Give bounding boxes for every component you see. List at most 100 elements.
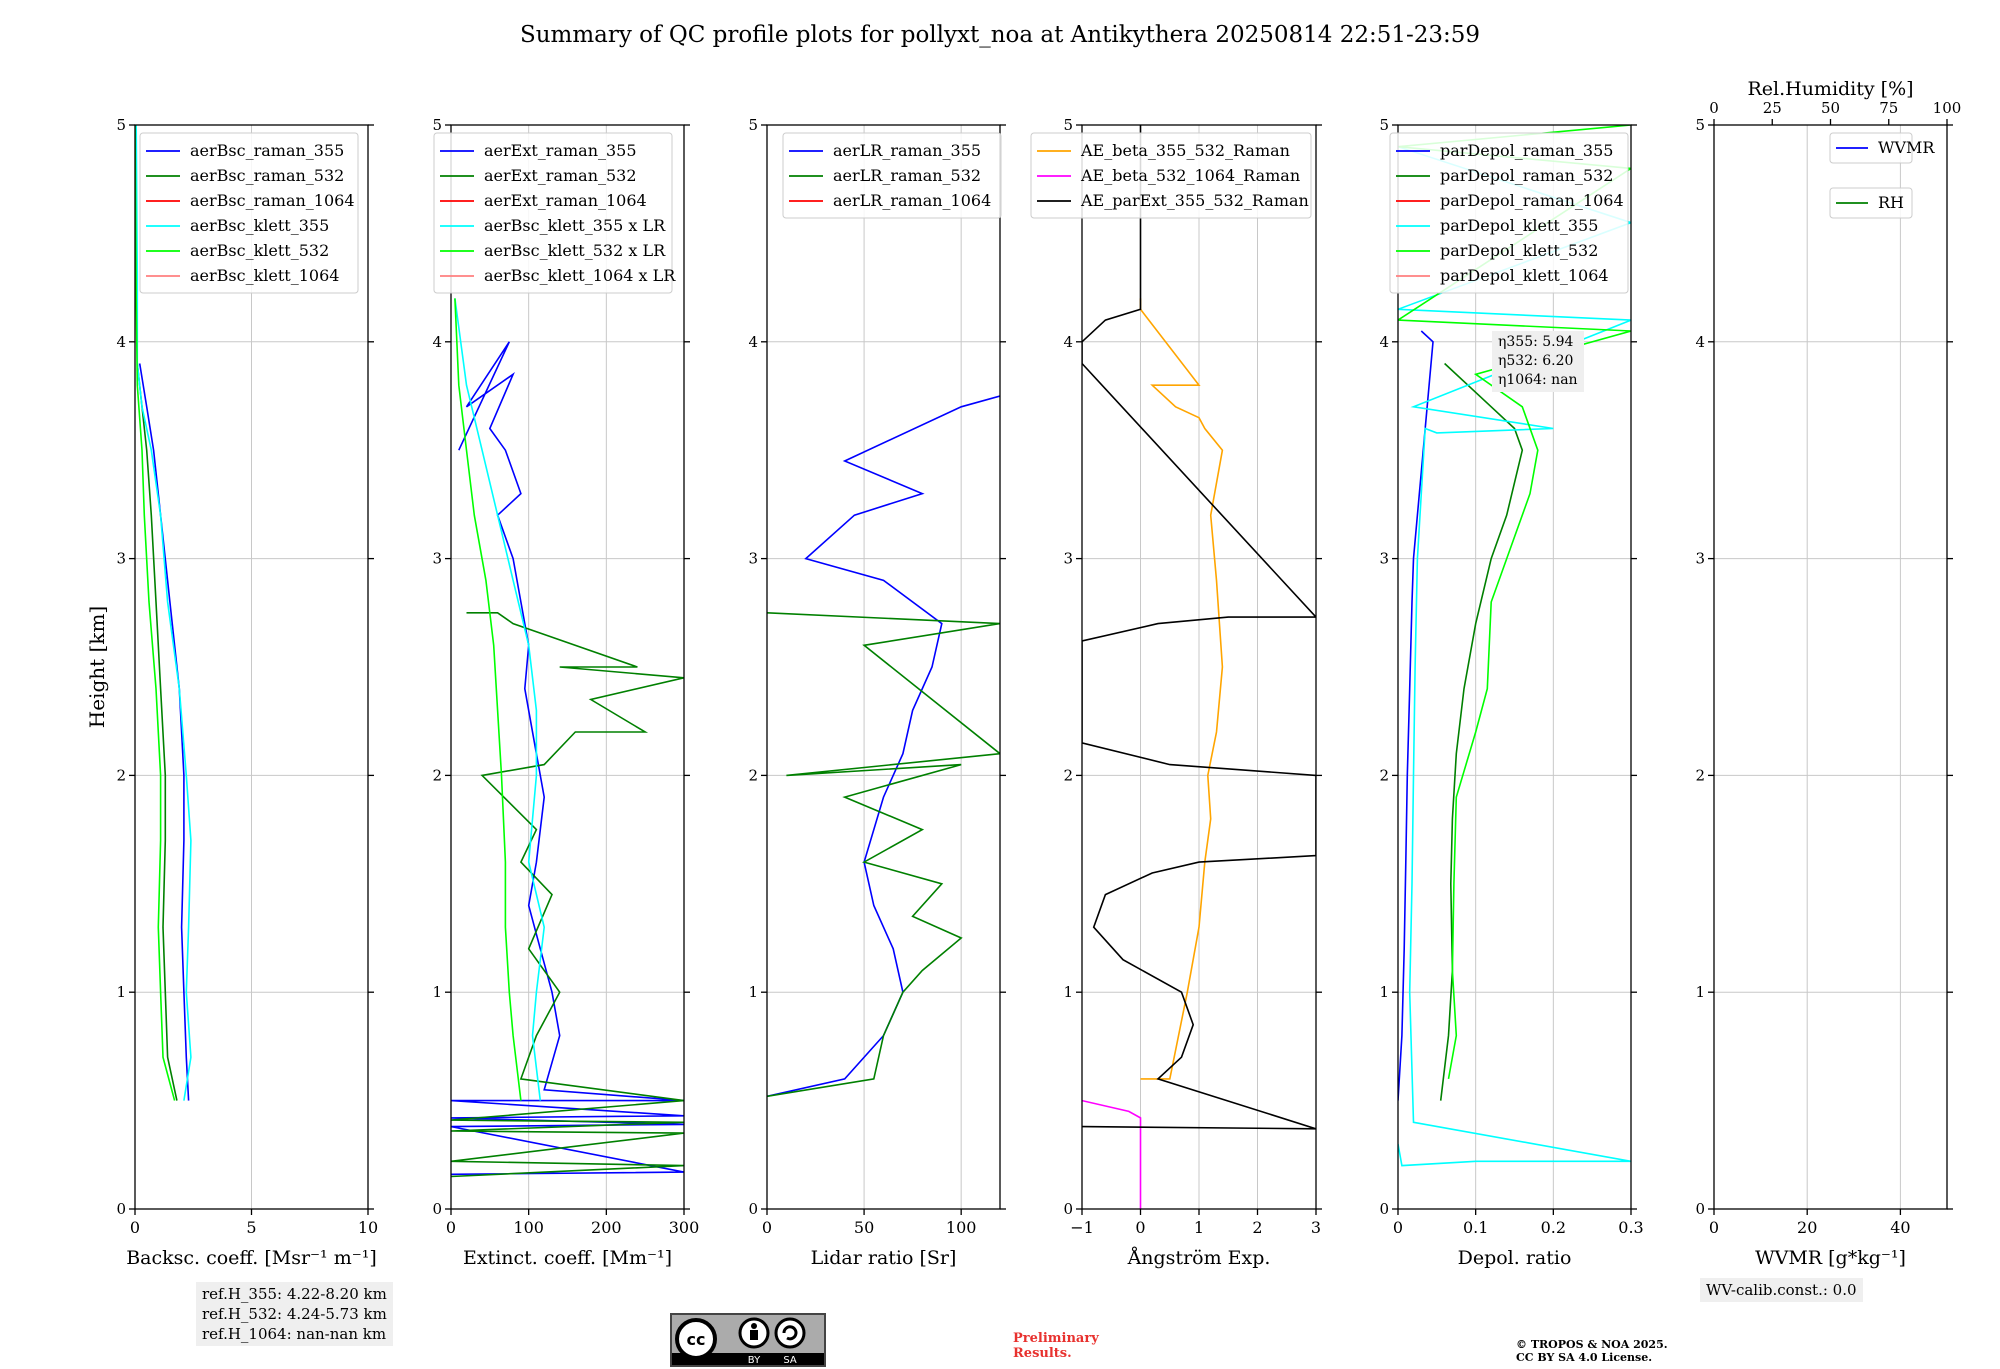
wv-calibration-box: WV-calib.const.: 0.0 bbox=[1700, 1278, 1863, 1302]
legend-box bbox=[433, 132, 673, 294]
y-tick-label: 2 bbox=[432, 766, 442, 784]
cc-icon: cc BY SA bbox=[672, 1315, 824, 1366]
y-tick-label: 2 bbox=[748, 766, 758, 784]
legend-label: AE_beta_532_1064_Raman bbox=[1080, 166, 1300, 185]
axes-frame bbox=[766, 124, 1001, 1210]
y-tick-label: 4 bbox=[116, 333, 126, 351]
series-line-parDepol_klett_532 bbox=[1398, 125, 1631, 1080]
top-x-tick-label: 0 bbox=[1709, 99, 1719, 117]
x-tick-label: 50 bbox=[854, 1218, 874, 1237]
y-tick-label: 0 bbox=[1695, 1200, 1705, 1218]
x-tick-label: 20 bbox=[1797, 1218, 1817, 1237]
x-axis-label: Lidar ratio [Sr] bbox=[811, 1247, 957, 1269]
eta-532: η532: 6.20 bbox=[1498, 353, 1574, 369]
refh-355: ref.H_355: 4.22-8.20 km bbox=[202, 1285, 387, 1303]
y-tick-label: 4 bbox=[432, 333, 442, 351]
y-tick-label: 2 bbox=[1379, 766, 1389, 784]
y-axis-label: Height [km] bbox=[85, 606, 109, 728]
y-tick-label: 0 bbox=[1063, 1200, 1073, 1218]
y-tick-label: 3 bbox=[1695, 550, 1705, 568]
y-tick-label: 0 bbox=[748, 1200, 758, 1218]
legend-box bbox=[1829, 132, 1913, 164]
y-tick-label: 0 bbox=[432, 1200, 442, 1218]
legend-label: aerBsc_raman_532 bbox=[190, 166, 344, 185]
x-tick-label: 100 bbox=[946, 1218, 977, 1237]
y-tick-label: 2 bbox=[1063, 766, 1073, 784]
refh-532: ref.H_532: 4.24-5.73 km bbox=[202, 1305, 387, 1323]
panel-3: 0 50 100 0 1 2 3 4 5 Lidar ratio [Sr] aerLR_raman_… bbox=[748, 116, 1006, 1269]
x-tick-label: 100 bbox=[513, 1218, 544, 1237]
copyright-line-2: CC BY SA 4.0 License. bbox=[1516, 1351, 1653, 1364]
series-line-aerBsc_klett_355 x LR bbox=[454, 298, 546, 1101]
legend-box bbox=[139, 132, 359, 294]
x-tick-label: 0 bbox=[130, 1218, 140, 1237]
y-tick-label: 4 bbox=[1695, 333, 1705, 351]
cc-by-sa-badge: cc BY SA bbox=[670, 1313, 826, 1367]
legend-label: aerBsc_klett_532 bbox=[190, 241, 329, 260]
x-axis-label: Backsc. coeff. [Msr⁻¹ m⁻¹] bbox=[126, 1247, 377, 1269]
panel-5: 0 0.1 0.2 0.3 0 1 2 3 4 5 Depol. ratio parDepol_ram… bbox=[1379, 116, 1643, 1269]
legend-label: RH bbox=[1878, 193, 1904, 212]
preliminary-line-1: Preliminary bbox=[1013, 1331, 1099, 1346]
top-x-tick-label: 75 bbox=[1879, 99, 1898, 117]
y-tick-label: 4 bbox=[1379, 333, 1389, 351]
x-tick-label: 0.3 bbox=[1618, 1218, 1643, 1237]
legend-label: parDepol_raman_355 bbox=[1440, 141, 1613, 160]
legend-label: AE_parExt_355_532_Raman bbox=[1080, 191, 1309, 210]
x-axis-label: Depol. ratio bbox=[1458, 1247, 1572, 1269]
legend-box bbox=[1030, 132, 1312, 219]
panel-2: 0 100 200 300 0 1 2 3 4 5 Extinct. coeff. [Mm⁻¹] ae… bbox=[432, 116, 699, 1269]
x-axis-label: Extinct. coeff. [Mm⁻¹] bbox=[463, 1247, 672, 1269]
y-tick-label: 2 bbox=[116, 766, 126, 784]
legend-label: aerLR_raman_355 bbox=[833, 141, 981, 160]
y-tick-label: 1 bbox=[1379, 983, 1389, 1001]
y-tick-label: 5 bbox=[432, 116, 442, 134]
y-tick-label: 4 bbox=[748, 333, 758, 351]
y-tick-label: 4 bbox=[1063, 333, 1073, 351]
legend-label: parDepol_klett_1064 bbox=[1440, 266, 1609, 285]
top-x-tick-label: 100 bbox=[1933, 99, 1962, 117]
y-tick-label: 5 bbox=[1695, 116, 1705, 134]
series-line-AE_parExt_355_532_Raman bbox=[1082, 125, 1316, 1130]
figure-title: Summary of QC profile plots for pollyxt_… bbox=[519, 22, 1481, 48]
axes-frame bbox=[1713, 124, 1948, 1210]
y-tick-label: 2 bbox=[1695, 766, 1705, 784]
series-line-aerExt_raman_355 bbox=[451, 341, 684, 1176]
preliminary-line-2: Results. bbox=[1013, 1346, 1072, 1361]
legend-label: aerBsc_klett_1064 x LR bbox=[484, 266, 676, 285]
legend-label: AE_beta_355_532_Raman bbox=[1080, 141, 1290, 160]
series-line-aerBsc_klett_532 bbox=[135, 125, 176, 1101]
copyright-note: © TROPOS & NOA 2025. CC BY SA 4.0 Licens… bbox=[1516, 1338, 1668, 1364]
series-line-AE_beta_532_1064_Raman bbox=[1082, 1099, 1142, 1209]
x-tick-label: 200 bbox=[591, 1218, 622, 1237]
legend-label: aerLR_raman_532 bbox=[833, 166, 981, 185]
y-tick-label: 5 bbox=[1063, 116, 1073, 134]
series-line-parDepol_raman_355 bbox=[1398, 330, 1434, 1101]
legend-label: aerExt_raman_1064 bbox=[484, 191, 647, 210]
legend-label: aerBsc_klett_355 bbox=[190, 216, 329, 235]
y-tick-label: 1 bbox=[432, 983, 442, 1001]
series-line-parDepol_klett_355 bbox=[1398, 145, 1631, 1167]
series-line-aerBsc_klett_355 bbox=[135, 125, 192, 1101]
x-axis-label: WVMR [g*kg⁻¹] bbox=[1755, 1247, 1906, 1269]
y-tick-label: 1 bbox=[1063, 983, 1073, 1001]
series-line-aerExt_raman_532 bbox=[451, 611, 684, 1178]
x-tick-label: 0.2 bbox=[1541, 1218, 1566, 1237]
x-tick-label: 0 bbox=[762, 1218, 772, 1237]
legend-label: aerBsc_klett_1064 bbox=[190, 266, 339, 285]
legend-label: aerExt_raman_355 bbox=[484, 141, 637, 160]
y-tick-label: 3 bbox=[748, 550, 758, 568]
legend-box bbox=[782, 132, 1002, 219]
x-tick-label: −1 bbox=[1070, 1218, 1094, 1237]
y-tick-label: 3 bbox=[116, 550, 126, 568]
axes-frame bbox=[1397, 124, 1632, 1210]
x-tick-label: 300 bbox=[669, 1218, 700, 1237]
series-line-aerBsc_raman_532 bbox=[136, 363, 178, 1101]
eta-355: η355: 5.94 bbox=[1498, 334, 1574, 350]
refh-1064: ref.H_1064: nan-nan km bbox=[202, 1325, 387, 1343]
y-tick-label: 0 bbox=[116, 1200, 126, 1218]
x-tick-label: 5 bbox=[246, 1218, 256, 1237]
